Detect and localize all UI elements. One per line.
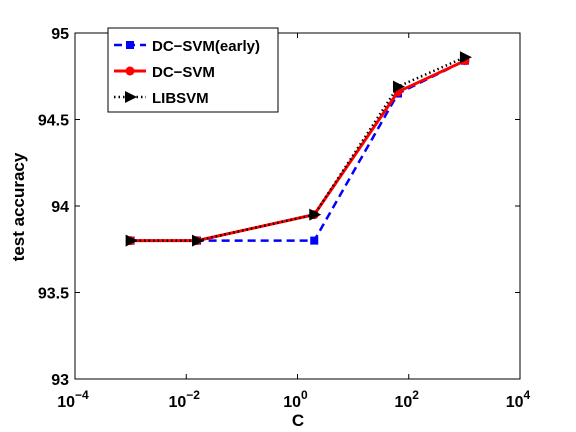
x-tick-label: 102 (395, 388, 420, 411)
y-tick-label: 94.5 (38, 113, 69, 130)
legend-label: LIBSVM (152, 90, 209, 107)
y-axis-title: test accuracy (9, 152, 28, 261)
x-axis-title: C (292, 411, 304, 430)
y-tick-label: 95 (51, 26, 69, 43)
legend-marker (126, 41, 134, 49)
legend-label: DC−SVM (152, 64, 215, 81)
legend-marker (125, 66, 135, 76)
data-point (392, 80, 405, 93)
legend-entry: DC−SVM (114, 64, 215, 81)
x-tick-label: 10−4 (57, 388, 89, 411)
series-2 (125, 51, 472, 247)
data-point (125, 234, 138, 247)
data-point (310, 236, 319, 245)
data-point (309, 208, 322, 221)
y-tick-label: 93.5 (38, 286, 69, 303)
legend-entry: DC−SVM(early) (114, 38, 260, 55)
y-tick-label: 93 (51, 372, 69, 389)
data-point (192, 234, 205, 247)
legend: DC−SVM(early) DC−SVM LIBSVM (107, 27, 279, 113)
y-tick-label: 94 (51, 199, 69, 216)
x-tick-label: 104 (506, 388, 531, 411)
x-tick-label: 10−2 (169, 388, 201, 411)
legend-entry: LIBSVM (114, 90, 209, 107)
data-point (459, 51, 472, 64)
legend-label: DC−SVM(early) (152, 38, 260, 55)
x-tick-label: 100 (283, 388, 308, 411)
legend-marker (125, 91, 137, 103)
series-layer (125, 51, 472, 247)
